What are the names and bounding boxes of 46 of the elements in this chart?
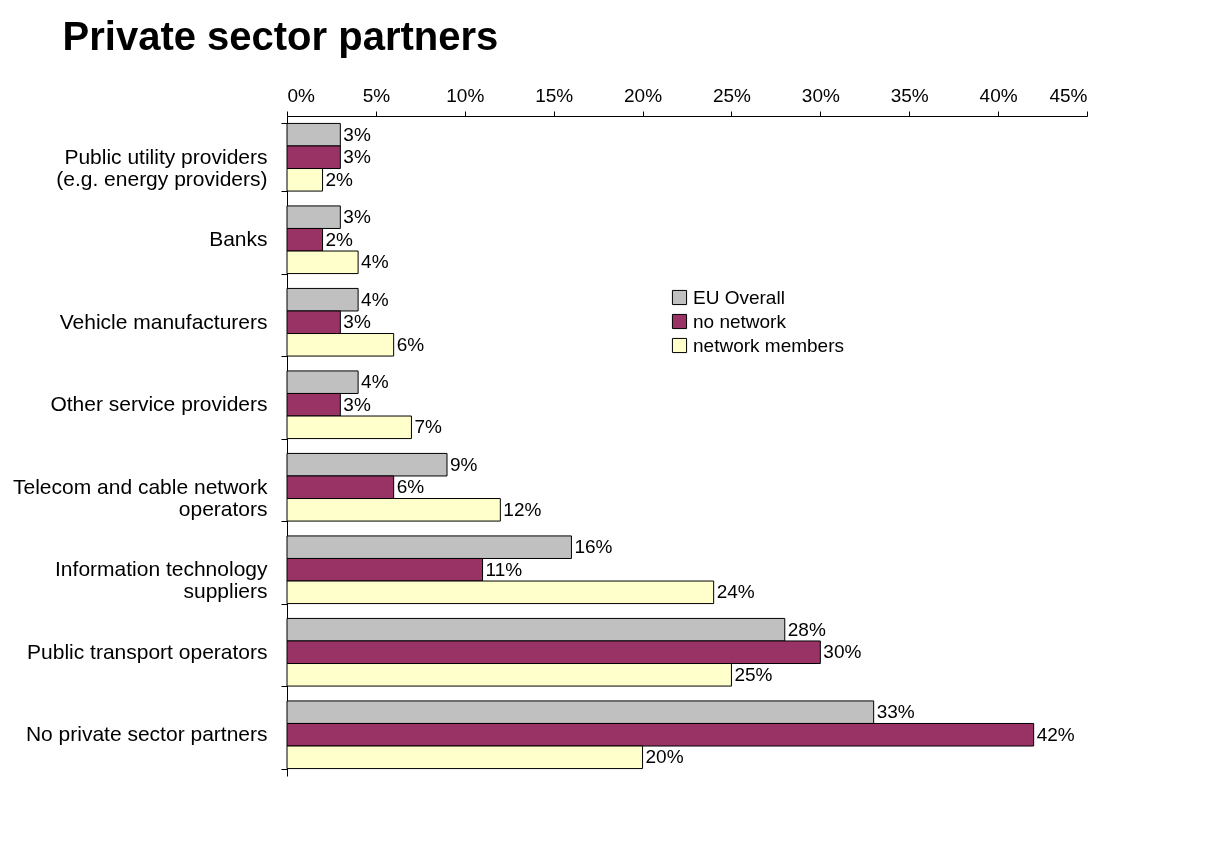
x-tick-label: 15% [535, 84, 574, 106]
x-tick-label: 30% [801, 84, 840, 106]
data-label: 33% [876, 701, 915, 723]
y-tick-label: Banks [209, 227, 268, 251]
y-tick-label: Vehicle manufacturers [59, 309, 268, 333]
data-label: 3% [343, 206, 371, 228]
data-label: 6% [396, 333, 425, 355]
data-label: 25% [734, 663, 773, 685]
x-tick-label: 5% [362, 84, 391, 106]
data-label: 11% [485, 558, 523, 580]
x-tick-label: 10% [446, 84, 485, 106]
data-label: 16% [574, 536, 613, 558]
legend-label: no network [693, 310, 787, 332]
data-label: 12% [503, 498, 542, 520]
y-tick-label: No private sector partners [25, 722, 268, 746]
y-tick-label: Other service providers [50, 392, 268, 416]
legend-label: network members [693, 334, 844, 356]
x-tick-label: 35% [890, 84, 929, 106]
data-label: 4% [361, 251, 389, 273]
data-label: 7% [414, 416, 443, 438]
x-tick-label: 0% [287, 84, 316, 106]
y-tick-label: Public transport operators [27, 639, 268, 663]
data-label: 3% [343, 146, 371, 168]
data-label: 20% [645, 746, 684, 768]
data-label: 3% [343, 123, 371, 145]
data-label: 2% [325, 168, 354, 190]
legend-label: EU Overall [693, 286, 785, 308]
data-label: 4% [361, 288, 389, 310]
x-tick-label: 45% [1049, 84, 1088, 106]
data-label: 28% [787, 618, 826, 640]
x-tick-label: 40% [979, 84, 1018, 106]
y-tick-label: Public utility providers (e.g. energy providers) [56, 144, 268, 190]
data-label: 2% [325, 228, 354, 250]
data-label: 30% [823, 641, 862, 663]
chart-title: Private sector partners [62, 14, 499, 58]
data-label: 42% [1036, 723, 1075, 745]
data-label: 9% [450, 453, 478, 475]
y-tick-label: Information technology suppliers [55, 557, 268, 603]
x-tick-label: 25% [712, 84, 752, 106]
data-label: 24% [716, 581, 755, 603]
x-tick-label: 20% [624, 84, 663, 106]
y-tick-label: Telecom and cable network operators [13, 474, 268, 520]
data-label: 4% [361, 371, 389, 393]
data-label: 3% [343, 311, 371, 333]
data-label: 6% [396, 476, 425, 498]
data-label: 3% [343, 393, 371, 415]
